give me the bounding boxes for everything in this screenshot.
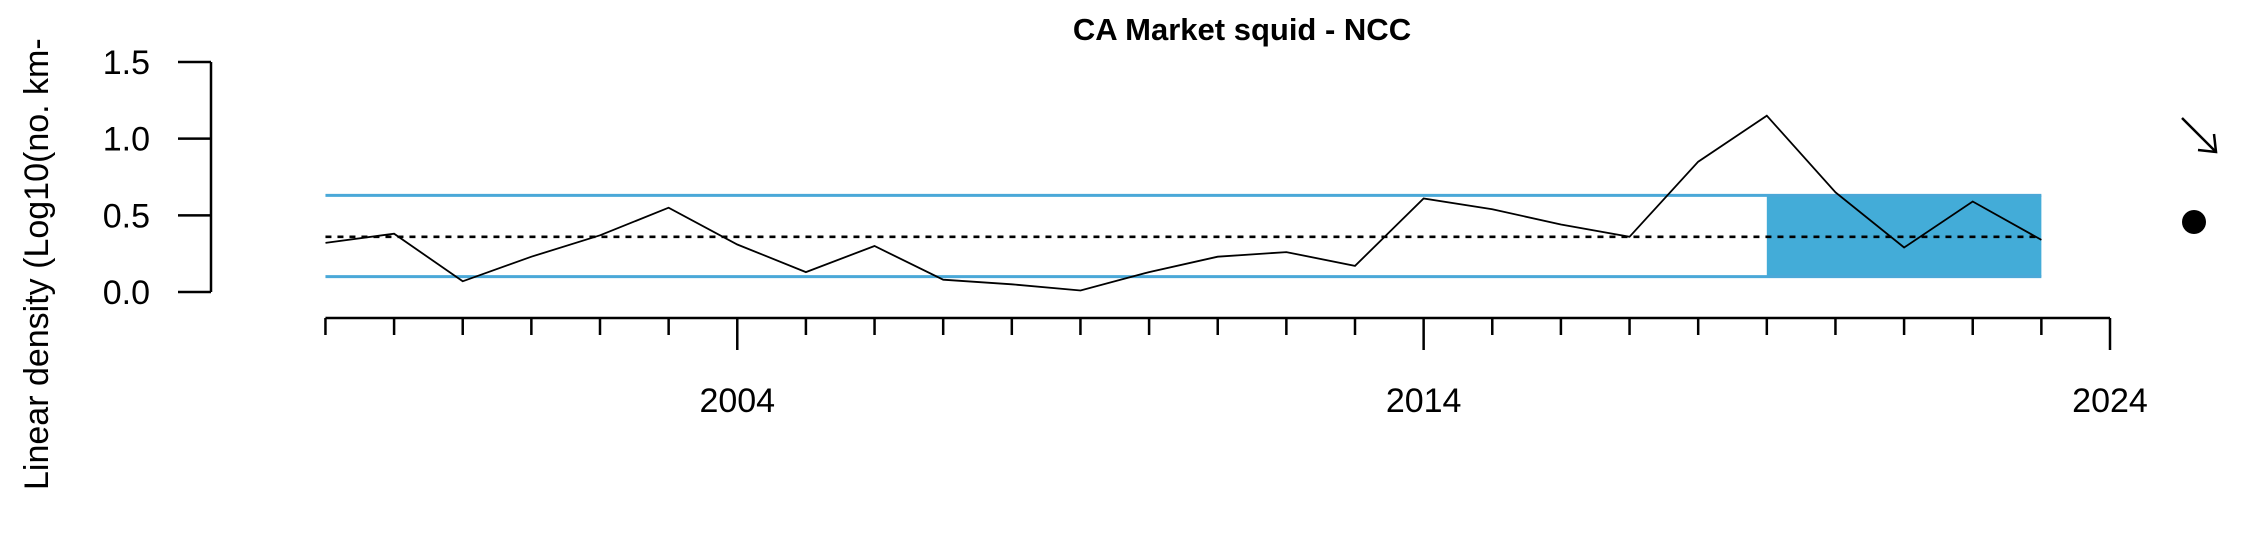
- x-tick-label: 2004: [699, 382, 775, 420]
- y-tick-label: 1.0: [103, 121, 150, 159]
- y-axis-label: Linear density (Log10(no. km-: [18, 38, 56, 490]
- recent-window-box: [1766, 195, 2042, 277]
- y-tick-label: 1.5: [103, 44, 150, 82]
- x-tick-label: 2024: [2072, 382, 2148, 420]
- y-tick-label: 0.0: [103, 274, 150, 312]
- trend-indicator: [2181, 117, 2218, 154]
- x-axis: 2004 2014 2024: [324, 316, 2148, 420]
- sd-lines-layer: [325, 193, 2042, 279]
- mean-indicator-dot-icon: [2182, 210, 2206, 234]
- recent-window-layer: [1766, 195, 2042, 277]
- chart-title: CA Market squid - NCC: [1073, 12, 1411, 47]
- y-axis: 0.0 0.5 1.0 1.5: [103, 44, 213, 312]
- x-tick-label: 2014: [1386, 382, 1462, 420]
- y-tick-label: 0.5: [103, 197, 150, 235]
- series-line: [325, 114, 2042, 292]
- arrow-down-right-icon: [2181, 117, 2218, 154]
